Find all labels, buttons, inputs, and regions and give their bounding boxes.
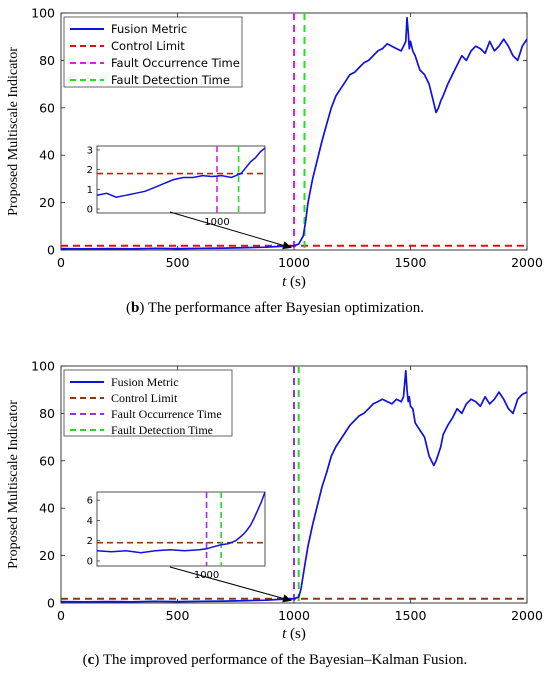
inset-y-tick-label: 6 <box>87 496 93 507</box>
y-tick-label: 40 <box>39 148 55 163</box>
zoom-arrow-head <box>282 241 292 250</box>
fusion-metric-line <box>60 16 528 250</box>
y-tick-label: 0 <box>47 243 55 258</box>
x-tick-label: 1000 <box>278 608 310 623</box>
caption-b-letter: b <box>131 300 140 316</box>
inset-y-tick-label: 0 <box>87 205 93 216</box>
inset-x-tick-label: 1000 <box>194 570 219 581</box>
x-tick-label: 500 <box>166 255 190 270</box>
zoom-arrow-head <box>282 594 292 603</box>
x-tick-label: 1500 <box>395 255 427 270</box>
inset-y-tick-label: 3 <box>87 145 93 156</box>
x-tick-label: 2000 <box>511 255 543 270</box>
legend-label: Fault Detection Time <box>111 73 230 87</box>
y-tick-label: 80 <box>39 406 55 421</box>
zoom-arrow-line <box>169 211 289 248</box>
legend-label: Control Limit <box>111 39 185 53</box>
caption-b-text: The performance after Bayesian optimizat… <box>147 300 424 316</box>
legend-label: Control Limit <box>111 391 178 405</box>
y-axis-label: Proposed Multiscale Indicator <box>6 47 21 216</box>
y-axis-label: Proposed Multiscale Indicator <box>6 400 21 569</box>
inset-x-tick-label: 1000 <box>204 217 229 228</box>
legend-label: Fusion Metric <box>111 22 187 36</box>
legend-label: Fusion Metric <box>111 375 179 389</box>
y-tick-label: 20 <box>39 195 55 210</box>
inset-fusion-metric-line <box>97 147 265 198</box>
y-tick-label: 60 <box>39 100 55 115</box>
legend-label: Fault Occurrence Time <box>111 56 240 70</box>
inset-y-tick-label: 1 <box>87 185 93 196</box>
y-tick-label: 20 <box>39 548 55 563</box>
inset-y-tick-label: 2 <box>87 165 93 176</box>
caption-c-text: The improved performance of the Bayesian… <box>102 652 468 668</box>
inset-zoom: 0 1 2 3 1000 <box>87 145 266 228</box>
y-tick-label: 100 <box>31 359 55 374</box>
y-tick-label: 100 <box>31 6 55 21</box>
x-tick-label: 0 <box>57 255 65 270</box>
y-tick-label: 40 <box>39 501 55 516</box>
inset-frame <box>96 491 266 567</box>
inset-zoom: 0 2 4 6 1000 <box>87 491 266 581</box>
x-axis-label: t (s) <box>282 274 306 290</box>
x-tick-label: 0 <box>57 608 65 623</box>
caption-c-letter: c <box>87 652 95 668</box>
inset-fusion-metric-line <box>97 492 265 554</box>
inset-frame <box>96 145 266 214</box>
inset-y-tick-label: 4 <box>87 516 93 527</box>
caption-c: (c) The improved performance of the Baye… <box>82 652 468 668</box>
inset-y-tick-label: 2 <box>87 536 93 547</box>
caption-b: (b) The performance after Bayesian optim… <box>126 300 424 316</box>
x-tick-label: 1000 <box>278 255 310 270</box>
x-tick-label: 2000 <box>511 608 543 623</box>
y-tick-label: 60 <box>39 453 55 468</box>
y-tick-label: 80 <box>39 53 55 68</box>
inset-y-tick-label: 0 <box>87 556 93 567</box>
x-tick-label: 1500 <box>395 608 427 623</box>
x-tick-label: 500 <box>166 608 190 623</box>
legend-label: Fault Detection Time <box>111 423 213 437</box>
legend-label: Fault Occurrence Time <box>111 407 222 421</box>
x-axis-label: t (s) <box>282 626 306 642</box>
fusion-metric-line <box>60 369 528 603</box>
zoom-arrow-line <box>169 566 289 601</box>
y-tick-label: 0 <box>47 596 55 611</box>
